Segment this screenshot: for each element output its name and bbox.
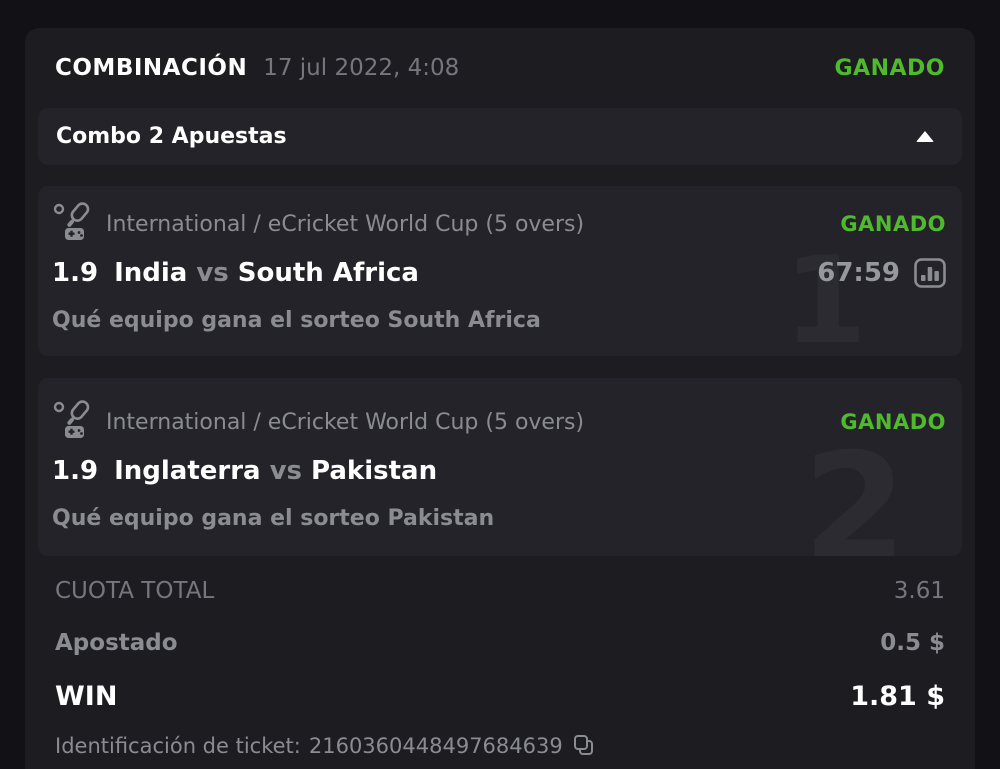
market-description: Qué equipo gana el sorteo Pakistan xyxy=(52,506,495,531)
bet-card-2: 2 International / eCricket World Cup (5 … xyxy=(38,378,962,556)
bet-odds: 1.9 xyxy=(52,456,99,486)
chevron-up-icon[interactable] xyxy=(916,131,934,142)
league-name: International / eCricket World Cup (5 ov… xyxy=(106,211,585,237)
vs-label: vs xyxy=(269,456,303,486)
ecricket-icon xyxy=(52,202,94,246)
combo-label: Combo 2 Apuestas xyxy=(56,124,287,149)
copy-icon[interactable] xyxy=(573,734,595,758)
vs-label: vs xyxy=(196,258,229,288)
bet-index-watermark: 2 xyxy=(802,422,907,556)
stake-value: 0.5 $ xyxy=(880,630,945,656)
away-team: Pakistan xyxy=(311,456,438,486)
stake-label: Apostado xyxy=(55,630,178,656)
ticket-datetime: 17 jul 2022, 4:08 xyxy=(263,55,460,81)
bet-card-1: 1 International / eCricket World Cup (5 … xyxy=(38,186,962,356)
market-description: Qué equipo gana el sorteo South Africa xyxy=(52,308,541,333)
bet-odds: 1.9 xyxy=(52,258,99,288)
bet-status-badge: GANADO xyxy=(840,410,946,434)
total-odds-value: 3.61 xyxy=(893,578,945,604)
ticket-id-value: 2160360448497684639 xyxy=(308,734,563,758)
ticket-id-label: Identificación de ticket: xyxy=(55,734,301,758)
bet-index-watermark: 1 xyxy=(783,232,868,357)
summary-section: CUOTA TOTAL 3.61 Apostado 0.5 $ WIN 1.81… xyxy=(25,578,975,712)
match-score: 67:59 xyxy=(817,258,900,288)
ticket-id-row: Identificación de ticket: 21603604484976… xyxy=(25,734,975,758)
ticket-header: COMBINACIÓN 17 jul 2022, 4:08 GANADO xyxy=(25,28,975,86)
ticket-type-label: COMBINACIÓN xyxy=(55,55,248,81)
home-team: Inglaterra xyxy=(114,456,261,486)
total-odds-label: CUOTA TOTAL xyxy=(55,578,215,604)
bet-status-badge: GANADO xyxy=(840,212,946,236)
win-label: WIN xyxy=(55,681,118,712)
ecricket-icon xyxy=(52,400,94,444)
win-value: 1.81 $ xyxy=(850,681,945,712)
stats-icon[interactable] xyxy=(914,258,946,288)
combo-toggle-bar[interactable]: Combo 2 Apuestas xyxy=(38,108,962,165)
bet-ticket-panel: COMBINACIÓN 17 jul 2022, 4:08 GANADO Com… xyxy=(25,28,975,769)
ticket-status-badge: GANADO xyxy=(834,55,945,81)
league-name: International / eCricket World Cup (5 ov… xyxy=(106,409,585,435)
home-team: India xyxy=(114,258,188,288)
away-team: South Africa xyxy=(237,258,419,288)
